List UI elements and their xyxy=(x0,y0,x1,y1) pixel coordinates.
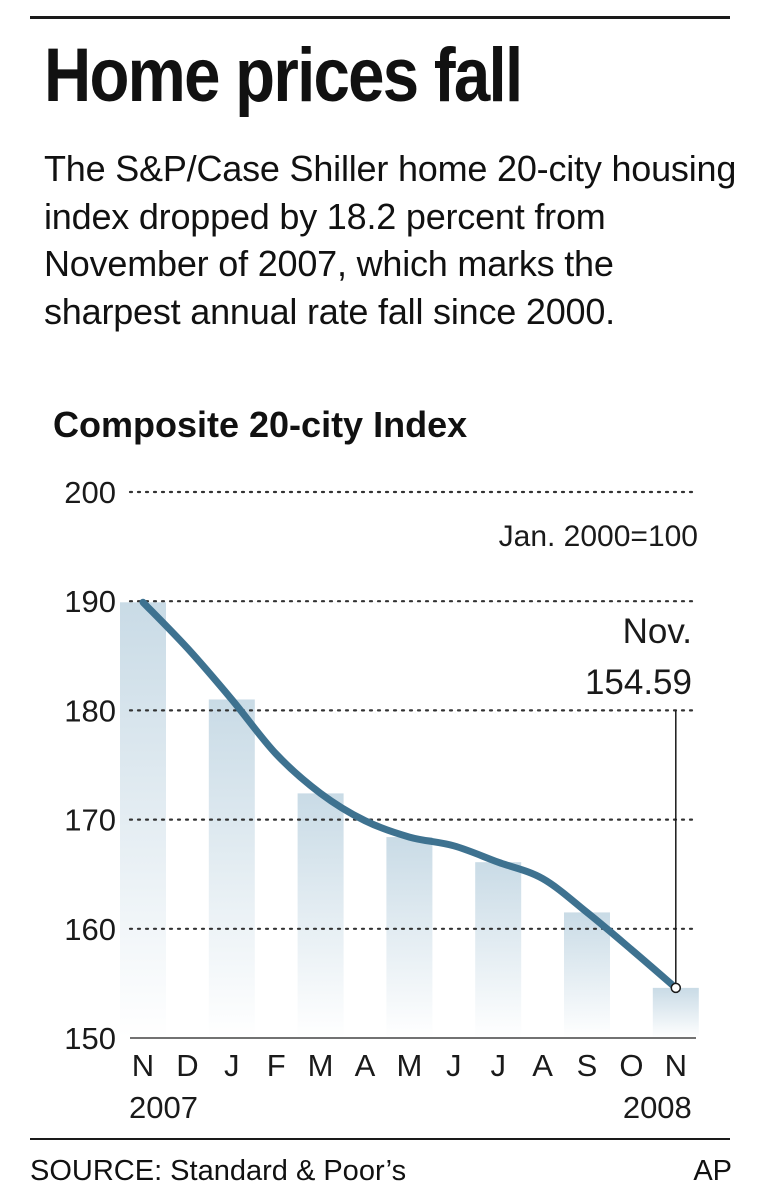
bottom-rule xyxy=(30,1138,730,1140)
x-year-label-end: 2008 xyxy=(623,1090,692,1125)
x-tick-label: N xyxy=(132,1048,154,1083)
x-tick-label: N xyxy=(665,1048,687,1083)
end-point-marker xyxy=(670,982,682,994)
y-tick-label: 160 xyxy=(64,912,116,947)
bar-6 xyxy=(386,837,433,1038)
y-tick-labels: 150 160 170 180 190 200 xyxy=(64,475,116,1056)
y-tick-label: 150 xyxy=(64,1021,116,1056)
chart-title: Composite 20-city Index xyxy=(53,404,468,445)
y-tick-label: 180 xyxy=(64,693,116,728)
source-credit: SOURCE: Standard & Poor’s xyxy=(30,1155,407,1187)
dek-text: The S&P/Case Shiller home 20-city housin… xyxy=(44,148,737,332)
x-tick-label: J xyxy=(224,1048,240,1083)
series-line xyxy=(139,598,680,992)
bar-8 xyxy=(475,862,522,1038)
x-year-label-start: 2007 xyxy=(129,1090,198,1125)
chart-subtitle: Jan. 2000=100 xyxy=(499,520,698,553)
x-tick-label: F xyxy=(267,1048,286,1083)
bar-2 xyxy=(208,699,255,1038)
top-rule xyxy=(30,16,730,19)
x-tick-label: S xyxy=(577,1048,598,1083)
bar-10 xyxy=(564,912,610,1038)
headline: Home prices fall xyxy=(44,33,523,118)
callout-value: 154.59 xyxy=(585,663,692,702)
x-tick-label: M xyxy=(396,1048,422,1083)
y-tick-label: 190 xyxy=(64,584,116,619)
x-tick-label: D xyxy=(176,1048,198,1083)
x-tick-label: A xyxy=(355,1048,376,1083)
x-tick-label: M xyxy=(308,1048,334,1083)
agency-credit: AP xyxy=(693,1155,732,1187)
bar-backgrounds xyxy=(120,602,699,1038)
bar-4 xyxy=(297,793,344,1038)
callout-month: Nov. xyxy=(623,612,692,651)
x-tick-label: O xyxy=(619,1048,643,1083)
y-tick-label: 170 xyxy=(64,803,116,838)
bar-0 xyxy=(120,602,166,1038)
x-tick-label: J xyxy=(490,1048,506,1083)
bar-12 xyxy=(652,987,699,1038)
y-tick-label: 200 xyxy=(64,475,116,510)
x-tick-label: A xyxy=(532,1048,553,1083)
x-tick-label: J xyxy=(446,1048,462,1083)
